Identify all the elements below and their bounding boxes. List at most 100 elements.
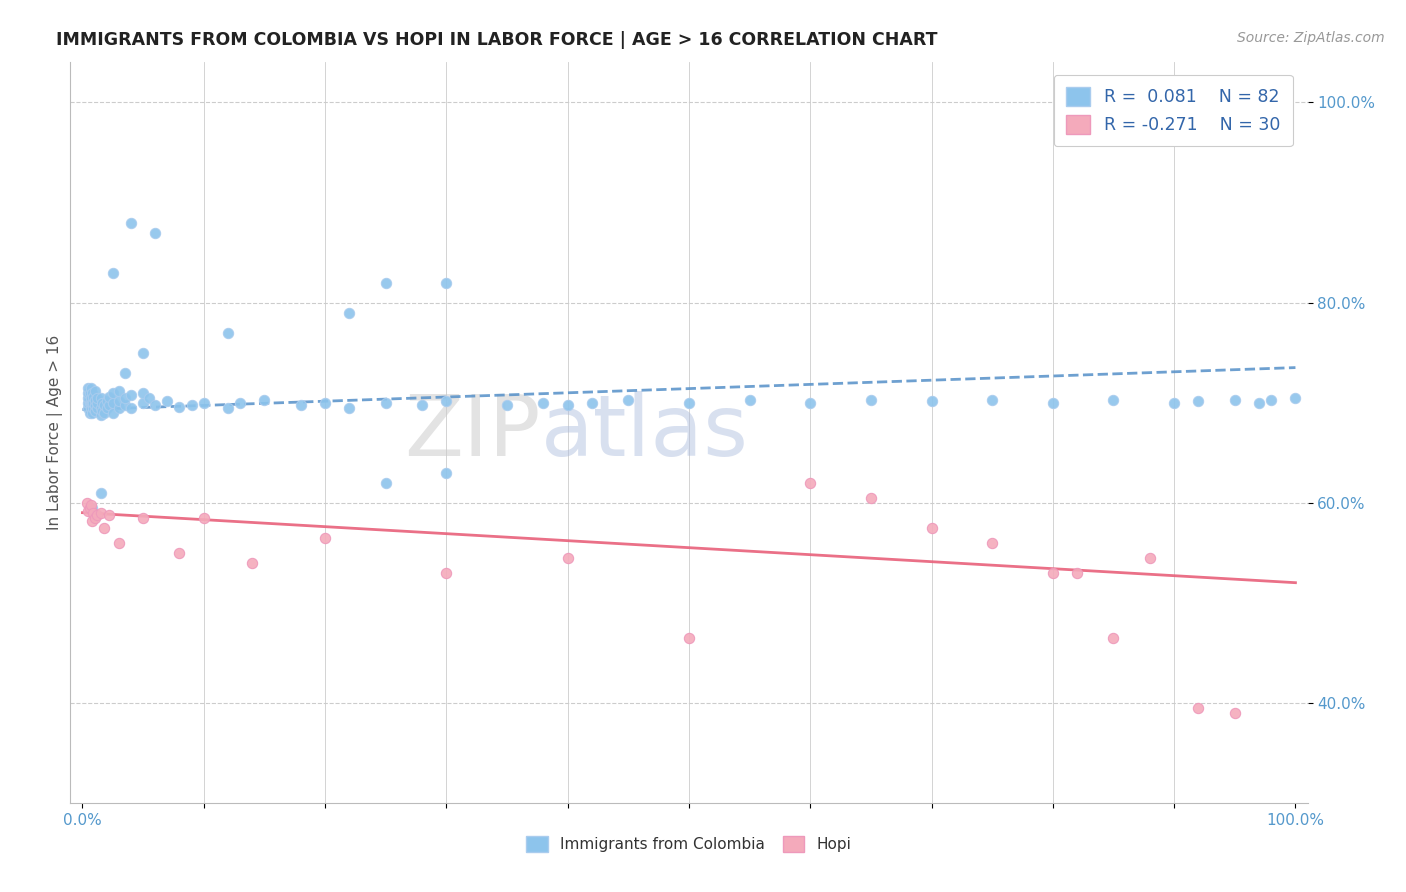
Point [1042, 395, 1064, 409]
Point [531, 395, 554, 409]
Point [337, 305, 360, 319]
Point [90, 391, 112, 405]
Point [77, 381, 100, 395]
Point [90, 401, 112, 415]
Text: ZIP: ZIP [404, 391, 540, 475]
Point [80, 401, 103, 415]
Point [229, 395, 252, 409]
Point [1260, 392, 1282, 407]
Point [1284, 391, 1306, 405]
Point [143, 226, 166, 240]
Point [1066, 566, 1088, 580]
Point [108, 393, 131, 408]
Point [981, 392, 1004, 407]
Point [374, 475, 396, 490]
Point [96, 401, 118, 415]
Point [132, 385, 155, 400]
Point [90, 506, 112, 520]
Point [77, 385, 100, 400]
Point [77, 391, 100, 405]
Point [434, 566, 457, 580]
Point [82, 395, 104, 409]
Point [83, 403, 105, 417]
Point [143, 398, 166, 412]
Point [83, 510, 105, 524]
Point [108, 384, 131, 398]
Point [77, 401, 100, 415]
Point [859, 491, 882, 505]
Point [98, 508, 121, 522]
Point [101, 395, 124, 409]
Point [859, 392, 882, 407]
Point [90, 395, 112, 409]
Point [557, 398, 579, 412]
Point [114, 366, 136, 380]
Legend: Immigrants from Colombia, Hopi: Immigrants from Colombia, Hopi [520, 830, 858, 858]
Point [156, 393, 179, 408]
Point [120, 401, 142, 415]
Point [86, 395, 108, 409]
Point [80, 381, 103, 395]
Point [86, 508, 108, 522]
Text: Source: ZipAtlas.com: Source: ZipAtlas.com [1237, 31, 1385, 45]
Point [79, 406, 101, 420]
Point [678, 631, 700, 645]
Point [114, 398, 136, 412]
Point [314, 531, 336, 545]
Point [120, 387, 142, 401]
Point [374, 395, 396, 409]
Point [108, 535, 131, 549]
Point [1187, 393, 1209, 408]
Point [82, 506, 104, 520]
Point [86, 401, 108, 415]
Point [799, 395, 821, 409]
Point [193, 395, 215, 409]
Point [434, 393, 457, 408]
Point [1187, 700, 1209, 714]
Point [169, 400, 191, 414]
Point [90, 403, 112, 417]
Text: atlas: atlas [540, 391, 748, 475]
Point [93, 406, 115, 420]
Point [169, 546, 191, 560]
Point [80, 391, 103, 405]
Point [82, 385, 104, 400]
Point [193, 510, 215, 524]
Point [114, 391, 136, 405]
Point [1247, 395, 1270, 409]
Point [120, 215, 142, 229]
Point [82, 500, 104, 515]
Point [108, 401, 131, 415]
Point [90, 408, 112, 422]
Point [138, 391, 160, 405]
Point [1163, 395, 1185, 409]
Point [738, 392, 761, 407]
Point [82, 406, 104, 420]
Point [617, 392, 640, 407]
Point [79, 385, 101, 400]
Point [80, 395, 103, 409]
Point [93, 398, 115, 412]
Point [1223, 392, 1246, 407]
Point [82, 514, 104, 528]
Point [96, 393, 118, 408]
Point [314, 395, 336, 409]
Point [82, 390, 104, 404]
Point [101, 406, 124, 420]
Point [1139, 550, 1161, 565]
Point [1102, 631, 1125, 645]
Point [93, 521, 115, 535]
Point [132, 345, 155, 359]
Point [337, 401, 360, 415]
Point [921, 393, 943, 408]
Point [98, 390, 121, 404]
Point [83, 392, 105, 407]
Point [240, 556, 263, 570]
Point [217, 401, 239, 415]
Point [80, 498, 103, 512]
Point [581, 395, 603, 409]
Point [1042, 566, 1064, 580]
Point [253, 392, 276, 407]
Point [79, 395, 101, 409]
Point [290, 398, 312, 412]
